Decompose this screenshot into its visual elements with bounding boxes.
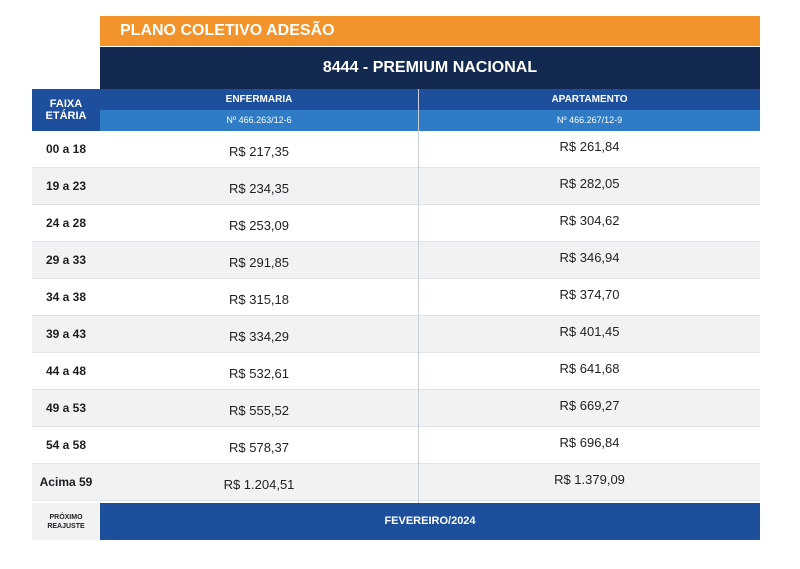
apartamento-price-cell: R$ 696,84 <box>559 435 620 450</box>
column-header-apartamento: APARTAMENTO <box>419 89 760 110</box>
apartamento-price-cell: R$ 1.379,09 <box>554 472 625 487</box>
column-divider <box>418 89 419 503</box>
enfermaria-price-cell: R$ 1.204,51 <box>100 464 418 500</box>
apartamento-price-cell: R$ 304,62 <box>559 213 620 228</box>
enfermaria-price-cell: R$ 291,85 <box>100 242 418 278</box>
next-adjustment-label: PRÓXIMO REAJUSTE <box>32 503 100 540</box>
age-header-line1: FAIXA <box>49 98 83 110</box>
column-registration-enfermaria: Nº 466.263/12-6 <box>100 110 418 131</box>
enfermaria-price-cell: R$ 334,29 <box>100 316 418 352</box>
age-range-cell: 24 a 28 <box>45 216 87 230</box>
age-range-cell: Acima 59 <box>39 475 93 489</box>
age-range-cell: 00 a 18 <box>45 142 87 156</box>
table-row: 29 a 33 R$ 291,85 R$ 346,94 <box>32 242 760 279</box>
column-header-label: APARTAMENTO <box>551 94 628 105</box>
age-range-cell: 19 a 23 <box>45 179 87 193</box>
registration-number: Nº 466.267/12-9 <box>556 115 623 125</box>
apartamento-price-cell: R$ 401,45 <box>559 324 620 339</box>
enfermaria-price-cell: R$ 234,35 <box>100 168 418 204</box>
plan-name-banner: 8444 - PREMIUM NACIONAL <box>100 47 760 89</box>
apartamento-price-cell: R$ 669,27 <box>559 398 620 413</box>
age-range-cell: 49 a 53 <box>45 401 87 415</box>
enfermaria-price-cell: R$ 555,52 <box>100 390 418 426</box>
age-range-header: FAIXA ETÁRIA <box>32 89 100 131</box>
table-row: 24 a 28 R$ 253,09 R$ 304,62 <box>32 205 760 242</box>
price-table-body: 00 a 18 R$ 217,35 R$ 261,84 19 a 23 R$ 2… <box>32 131 760 501</box>
table-row: 34 a 38 R$ 315,18 R$ 374,70 <box>32 279 760 316</box>
next-adjustment-line2: REAJUSTE <box>47 523 85 530</box>
age-range-cell: 44 a 48 <box>45 364 87 378</box>
apartamento-price-cell: R$ 282,05 <box>559 176 620 191</box>
table-row: 49 a 53 R$ 555,52 R$ 669,27 <box>32 390 760 427</box>
table-row: 54 a 58 R$ 578,37 R$ 696,84 <box>32 427 760 464</box>
enfermaria-price-cell: R$ 253,09 <box>100 205 418 241</box>
next-adjustment-line1: PRÓXIMO <box>49 514 83 521</box>
apartamento-price-cell: R$ 374,70 <box>559 287 620 302</box>
age-range-cell: 34 a 38 <box>45 290 87 304</box>
table-row: 00 a 18 R$ 217,35 R$ 261,84 <box>32 131 760 168</box>
age-range-cell: 39 a 43 <box>45 327 87 341</box>
enfermaria-price-cell: R$ 217,35 <box>100 131 418 167</box>
age-header-line2: ETÁRIA <box>45 110 87 122</box>
next-adjustment-value: FEVEREIRO/2024 <box>100 503 760 540</box>
column-header-enfermaria: ENFERMARIA <box>100 89 418 110</box>
age-range-cell: 54 a 58 <box>45 438 87 452</box>
table-row: 39 a 43 R$ 334,29 R$ 401,45 <box>32 316 760 353</box>
table-row: Acima 59 R$ 1.204,51 R$ 1.379,09 <box>32 464 760 501</box>
apartamento-price-cell: R$ 346,94 <box>559 250 620 265</box>
next-adjustment-date: FEVEREIRO/2024 <box>384 515 476 527</box>
apartamento-price-cell: R$ 261,84 <box>559 139 620 154</box>
plan-type-banner: PLANO COLETIVO ADESÃO <box>100 16 760 46</box>
column-header-label: ENFERMARIA <box>225 94 293 105</box>
apartamento-price-cell: R$ 641,68 <box>559 361 620 376</box>
table-row: 19 a 23 R$ 234,35 R$ 282,05 <box>32 168 760 205</box>
table-row: 44 a 48 R$ 532,61 R$ 641,68 <box>32 353 760 390</box>
enfermaria-price-cell: R$ 315,18 <box>100 279 418 315</box>
column-registration-apartamento: Nº 466.267/12-9 <box>419 110 760 131</box>
enfermaria-price-cell: R$ 578,37 <box>100 427 418 463</box>
registration-number: Nº 466.263/12-6 <box>226 115 292 125</box>
plan-type-label: PLANO COLETIVO ADESÃO <box>120 22 335 39</box>
age-range-cell: 29 a 33 <box>45 253 87 267</box>
enfermaria-price-cell: R$ 532,61 <box>100 353 418 389</box>
plan-name-label: 8444 - PREMIUM NACIONAL <box>322 59 538 76</box>
